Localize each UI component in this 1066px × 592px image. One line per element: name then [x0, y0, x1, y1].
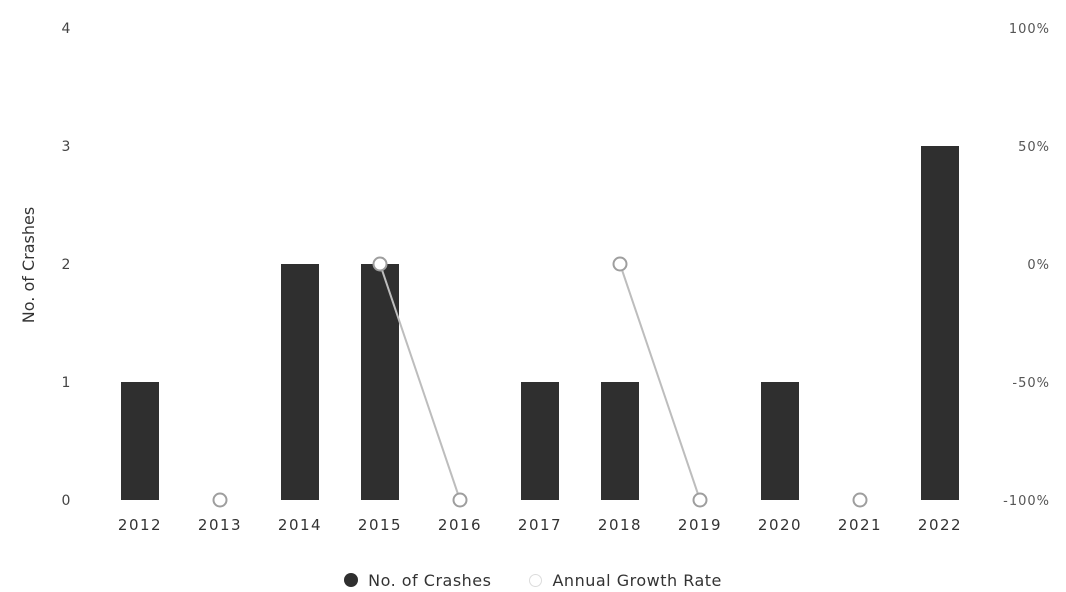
- growth-point: [452, 492, 468, 508]
- left-axis-ticks: 0 1 2 3 4: [62, 21, 71, 509]
- growth-rate-lines: [212, 256, 868, 508]
- x-tick-label: 2022: [918, 516, 962, 534]
- x-tick-label: 2014: [278, 516, 322, 534]
- x-tick-label: 2017: [518, 516, 562, 534]
- growth-line-segment: [379, 263, 461, 501]
- right-axis-ticks: -100% -50% 0% 50% 100%: [1003, 22, 1050, 509]
- y-axis-title: No. of Crashes: [19, 207, 38, 323]
- right-tick-label: -100%: [1003, 494, 1050, 509]
- x-tick-label: 2019: [678, 516, 722, 534]
- legend-item-crashes[interactable]: No. of Crashes: [344, 571, 491, 590]
- crash-bar: [121, 382, 159, 500]
- crashes-swatch-icon: [344, 573, 359, 587]
- growth-point: [852, 492, 868, 508]
- left-tick-label: 2: [62, 257, 71, 273]
- crash-bar: [281, 264, 319, 500]
- x-tick-label: 2018: [598, 516, 642, 534]
- right-tick-label: -50%: [1012, 376, 1050, 391]
- growth-point: [212, 492, 228, 508]
- growth-point: [372, 256, 388, 272]
- right-tick-label: 50%: [1018, 140, 1050, 155]
- right-tick-label: 100%: [1009, 22, 1050, 37]
- x-tick-label: 2012: [118, 516, 162, 534]
- crash-bars: [121, 146, 959, 500]
- crash-bar: [601, 382, 639, 500]
- left-tick-label: 4: [62, 21, 71, 37]
- x-tick-label: 2015: [358, 516, 402, 534]
- x-tick-label: 2020: [758, 516, 802, 534]
- growth-swatch-icon: [529, 573, 543, 587]
- left-tick-label: 0: [62, 493, 71, 509]
- right-tick-label: 0%: [1027, 258, 1050, 273]
- x-tick-label: 2016: [438, 516, 482, 534]
- legend-label-crashes: No. of Crashes: [368, 570, 492, 590]
- crash-bar: [761, 382, 799, 500]
- x-axis-ticks: 2012 2013 2014 2015 2016 2017 2018 2019 2020 2021…: [118, 516, 962, 534]
- x-tick-label: 2013: [198, 516, 242, 534]
- left-tick-label: 3: [62, 139, 71, 155]
- left-tick-label: 1: [62, 375, 71, 391]
- crash-bar: [361, 264, 399, 500]
- growth-point: [692, 492, 708, 508]
- growth-point: [612, 256, 628, 272]
- crash-bar: [521, 382, 559, 500]
- legend-item-growth[interactable]: Annual Growth Rate: [529, 571, 721, 590]
- crash-bar: [921, 146, 959, 500]
- chart-legend: No. of Crashes Annual Growth Rate: [0, 568, 1066, 592]
- legend-label-growth: Annual Growth Rate: [552, 570, 722, 590]
- x-tick-label: 2021: [838, 516, 882, 534]
- growth-line-segment: [619, 263, 701, 501]
